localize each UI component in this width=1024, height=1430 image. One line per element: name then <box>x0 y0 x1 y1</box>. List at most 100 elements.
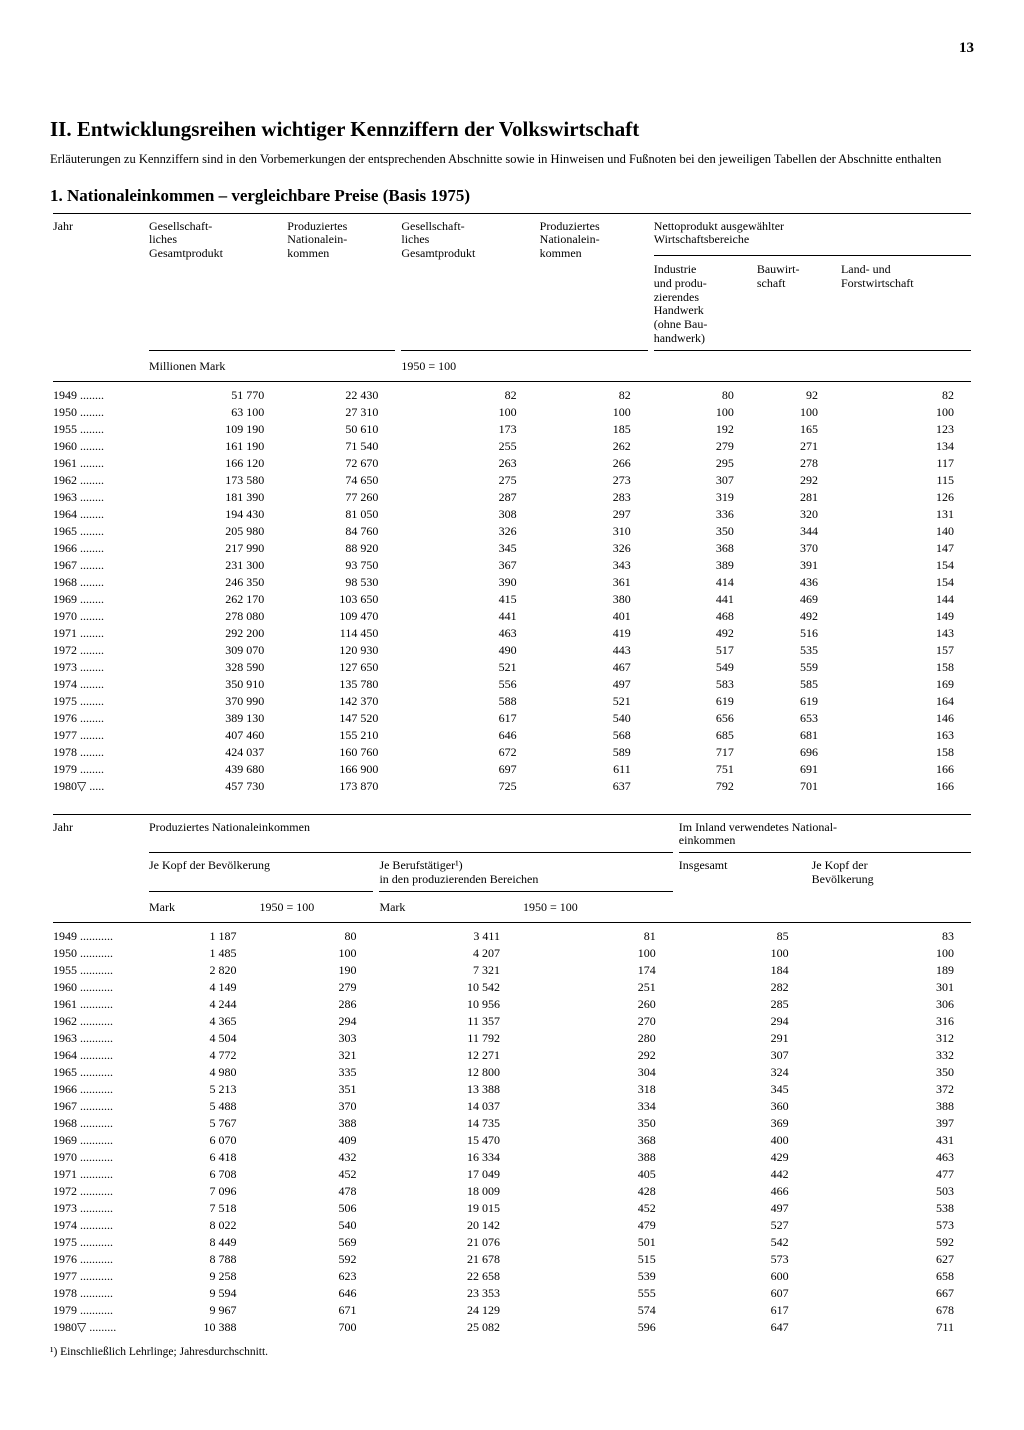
cell-value: 22 430 <box>284 387 398 404</box>
table-row: 1949 ........51 77022 4308282809282 <box>50 387 974 404</box>
cell-year: 1975 ........... <box>50 1234 146 1251</box>
cell-value: 82 <box>398 387 536 404</box>
cell-value: 310 <box>537 523 651 540</box>
cell-value: 361 <box>537 574 651 591</box>
cell-value: 10 388 <box>146 1319 256 1336</box>
cell-value: 292 <box>520 1047 676 1064</box>
cell-value: 350 910 <box>146 676 284 693</box>
cell-year: 1949 ........... <box>50 928 146 945</box>
cell-value: 6 418 <box>146 1149 256 1166</box>
cell-value: 93 750 <box>284 557 398 574</box>
cell-value: 324 <box>676 1064 809 1081</box>
cell-value: 431 <box>809 1132 974 1149</box>
cell-year: 1980▽ ..... <box>50 778 146 795</box>
cell-value: 344 <box>754 523 838 540</box>
cell-value: 100 <box>398 404 536 421</box>
cell-value: 154 <box>838 574 974 591</box>
table-row: 1950 ........63 10027 310100100100100100 <box>50 404 974 421</box>
cell-value: 173 870 <box>284 778 398 795</box>
cell-value: 146 <box>838 710 974 727</box>
table-row: 1962 ........173 58074 65027527330729211… <box>50 472 974 489</box>
col-year-2: Jahr <box>50 820 146 888</box>
cell-value: 335 <box>256 1064 376 1081</box>
cell-value: 556 <box>398 676 536 693</box>
cell-value: 370 <box>754 540 838 557</box>
cell-value: 4 207 <box>376 945 520 962</box>
cell-value: 25 082 <box>376 1319 520 1336</box>
cell-value: 478 <box>256 1183 376 1200</box>
cell-value: 409 <box>256 1132 376 1149</box>
cell-value: 332 <box>809 1047 974 1064</box>
cell-year: 1963 ........ <box>50 489 146 506</box>
table-row: 1976 ........389 130147 5206175406566531… <box>50 710 974 727</box>
cell-value: 463 <box>809 1149 974 1166</box>
unit-mill: Millionen Mark <box>146 356 398 378</box>
cell-value: 307 <box>676 1047 809 1064</box>
cell-year: 1964 ........... <box>50 1047 146 1064</box>
cell-value: 521 <box>398 659 536 676</box>
cell-value: 6 070 <box>146 1132 256 1149</box>
cell-value: 452 <box>520 1200 676 1217</box>
cell-value: 192 <box>651 421 754 438</box>
cell-value: 368 <box>651 540 754 557</box>
cell-value: 144 <box>838 591 974 608</box>
col-land: Land- und Forstwirtschaft <box>838 262 974 347</box>
cell-value: 83 <box>809 928 974 945</box>
cell-value: 11 357 <box>376 1013 520 1030</box>
cell-year: 1969 ........... <box>50 1132 146 1149</box>
cell-value: 16 334 <box>376 1149 520 1166</box>
cell-value: 134 <box>838 438 974 455</box>
cell-value: 14 037 <box>376 1098 520 1115</box>
cell-value: 388 <box>809 1098 974 1115</box>
cell-value: 294 <box>256 1013 376 1030</box>
cell-value: 623 <box>256 1268 376 1285</box>
cell-year: 1980▽ ......... <box>50 1319 146 1336</box>
cell-year: 1979 ........ <box>50 761 146 778</box>
cell-value: 9 258 <box>146 1268 256 1285</box>
table-row: 1976 ...........8 78859221 678515573627 <box>50 1251 974 1268</box>
table-row: 1963 ........181 39077 26028728331928112… <box>50 489 974 506</box>
cell-value: 506 <box>256 1200 376 1217</box>
cell-value: 166 <box>838 778 974 795</box>
cell-value: 169 <box>838 676 974 693</box>
cell-value: 260 <box>520 996 676 1013</box>
cell-value: 10 542 <box>376 979 520 996</box>
cell-value: 4 149 <box>146 979 256 996</box>
cell-value: 9 594 <box>146 1285 256 1302</box>
cell-value: 100 <box>676 945 809 962</box>
cell-value: 535 <box>754 642 838 659</box>
table-row: 1966 ........217 99088 92034532636837014… <box>50 540 974 557</box>
cell-value: 367 <box>398 557 536 574</box>
cell-value: 583 <box>651 676 754 693</box>
table-row: 1978 ...........9 59464623 353555607667 <box>50 1285 974 1302</box>
cell-value: 71 540 <box>284 438 398 455</box>
cell-value: 131 <box>838 506 974 523</box>
cell-value: 414 <box>651 574 754 591</box>
cell-value: 109 190 <box>146 421 284 438</box>
cell-value: 2 820 <box>146 962 256 979</box>
cell-value: 27 310 <box>284 404 398 421</box>
cell-value: 263 <box>398 455 536 472</box>
cell-value: 100 <box>537 404 651 421</box>
cell-value: 81 050 <box>284 506 398 523</box>
cell-value: 80 <box>651 387 754 404</box>
cell-value: 468 <box>651 608 754 625</box>
cell-value: 14 735 <box>376 1115 520 1132</box>
table-row: 1978 ........424 037160 7606725897176961… <box>50 744 974 761</box>
cell-year: 1960 ........... <box>50 979 146 996</box>
table-row: 1975 ...........8 44956921 076501542592 <box>50 1234 974 1251</box>
cell-value: 81 <box>520 928 676 945</box>
cell-value: 157 <box>838 642 974 659</box>
cell-value: 173 580 <box>146 472 284 489</box>
cell-value: 415 <box>398 591 536 608</box>
cell-value: 109 470 <box>284 608 398 625</box>
cell-value: 5 488 <box>146 1098 256 1115</box>
cell-value: 185 <box>537 421 651 438</box>
cell-value: 50 610 <box>284 421 398 438</box>
cell-value: 301 <box>809 979 974 996</box>
table-nationaleinkommen-1: Jahr Gesellschaft- liches Gesamtprodukt … <box>50 210 974 795</box>
table-row: 1967 ........231 30093 75036734338939115… <box>50 557 974 574</box>
cell-value: 596 <box>520 1319 676 1336</box>
cell-value: 117 <box>838 455 974 472</box>
cell-value: 278 <box>754 455 838 472</box>
